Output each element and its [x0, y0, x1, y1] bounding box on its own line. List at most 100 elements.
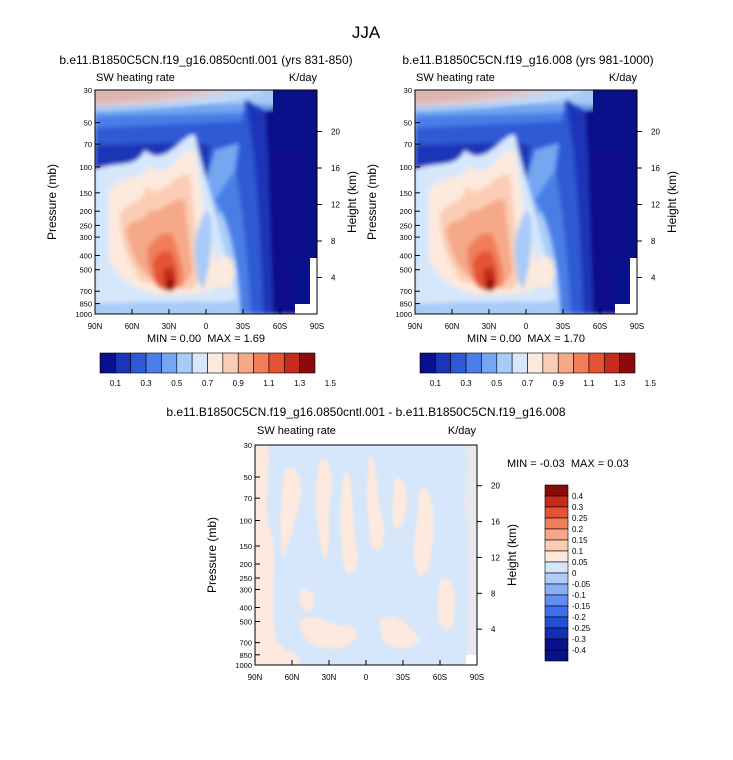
- y-tick-label: 700: [79, 287, 92, 296]
- colorbar-label: 0.5: [491, 379, 503, 388]
- colorbar-swatch: [544, 550, 569, 563]
- y2-tick-label: 4: [491, 625, 496, 634]
- panel-left-stats: MIN = 0.00 MAX = 1.69: [147, 333, 265, 345]
- y-tick-label: 50: [244, 473, 252, 482]
- panel-right-axes: 305070100150200250300400500700850100090N…: [395, 86, 660, 331]
- x-tick-label: 60N: [285, 673, 300, 682]
- panel-left-axes: 305070100150200250300400500700850100090N…: [75, 86, 340, 331]
- y-tick-label: 300: [399, 233, 412, 242]
- x-tick-label: 30S: [236, 322, 250, 331]
- y-tick-label: 50: [84, 119, 92, 128]
- y-tick-label: 100: [399, 163, 412, 172]
- x-tick-label: 0: [204, 322, 209, 331]
- x-tick-label: 90S: [630, 322, 644, 331]
- panel-left: b.e11.B1850C5CN.f19_g16.0850cntl.001 (yr…: [45, 53, 359, 388]
- panel-diff-axes: 305070100150200250300400500700850100090N…: [235, 441, 500, 682]
- y-tick-label: 700: [399, 287, 412, 296]
- colorbar-label: 0.5: [171, 379, 183, 388]
- colorbar-swatch: [603, 352, 620, 374]
- colorbar-label: -0.25: [572, 624, 591, 633]
- y-tick-label: 250: [79, 221, 92, 230]
- colorbar-swatch: [544, 649, 569, 662]
- colorbar-swatch: [130, 352, 147, 374]
- panel-diff-stats: MIN = -0.03 MAX = 0.03: [507, 458, 629, 470]
- panel-right-stats: MIN = 0.00 MAX = 1.70: [467, 333, 585, 345]
- colorbar-swatch: [511, 352, 528, 374]
- panel-diff-max: 0.03: [607, 458, 628, 470]
- panel-left-min-label: MIN =: [147, 333, 180, 345]
- panel-right-title: b.e11.B1850C5CN.f19_g16.008 (yrs 981-100…: [402, 53, 653, 67]
- colorbar-label: -0.2: [572, 613, 586, 622]
- colorbar-swatch: [145, 352, 162, 374]
- y-tick-label: 700: [239, 639, 252, 648]
- panel-diff-min-label: MIN =: [507, 458, 540, 470]
- x-tick-label: 90N: [248, 673, 263, 682]
- y-tick-label: 30: [244, 441, 252, 450]
- panel-diff-field: [255, 445, 477, 665]
- y2-tick-label: 12: [331, 200, 340, 209]
- panel-left-title: b.e11.B1850C5CN.f19_g16.0850cntl.001 (yr…: [59, 53, 352, 67]
- colorbar-swatch: [544, 517, 569, 530]
- colorbar-swatch: [253, 352, 270, 374]
- colorbar-swatch: [191, 352, 208, 374]
- colorbar-swatch: [268, 352, 285, 374]
- colorbar-label: 1.5: [645, 379, 657, 388]
- panel-right: b.e11.B1850C5CN.f19_g16.008 (yrs 981-100…: [365, 53, 679, 388]
- y2-tick-label: 16: [491, 518, 500, 527]
- colorbar-swatch: [161, 352, 178, 374]
- x-tick-label: 90N: [408, 322, 423, 331]
- colorbar-swatch: [544, 627, 569, 640]
- panel-diff-units: K/day: [448, 425, 477, 437]
- y-tick-label: 1000: [235, 661, 252, 670]
- y-tick-label: 70: [404, 140, 412, 149]
- colorbar-swatch: [544, 638, 569, 651]
- colorbar-swatch: [544, 583, 569, 596]
- panel-diff-title: b.e11.B1850C5CN.f19_g16.0850cntl.001 - b…: [166, 405, 566, 419]
- figure-title: JJA: [352, 23, 381, 42]
- colorbar-label: 0: [572, 569, 577, 578]
- panel-diff-min: -0.03: [540, 458, 565, 470]
- x-tick-label: 30N: [482, 322, 497, 331]
- colorbar-swatch: [450, 352, 467, 374]
- colorbar-swatch: [544, 495, 569, 508]
- panel-right-variable: SW heating rate: [416, 72, 495, 84]
- colorbar-swatch: [176, 352, 193, 374]
- colorbar-label: 0.9: [553, 379, 565, 388]
- colorbar-swatch: [544, 605, 569, 618]
- y-tick-label: 850: [399, 300, 412, 309]
- y2-tick-label: 16: [651, 164, 660, 173]
- x-tick-label: 90S: [470, 673, 484, 682]
- colorbar-swatch: [527, 352, 544, 374]
- colorbar-swatch: [557, 352, 574, 374]
- colorbar-swatch: [619, 352, 636, 374]
- y-tick-label: 500: [79, 266, 92, 275]
- panel-right-y2label: Height (km): [665, 171, 679, 233]
- colorbar-label: 0.9: [233, 379, 245, 388]
- x-tick-label: 60N: [125, 322, 140, 331]
- colorbar-swatch: [207, 352, 224, 374]
- y-tick-label: 850: [239, 651, 252, 660]
- y-tick-label: 400: [239, 604, 252, 613]
- y2-tick-label: 12: [651, 200, 660, 209]
- colorbar-swatch: [588, 352, 605, 374]
- y-tick-label: 30: [404, 86, 412, 95]
- colorbar-swatch: [544, 572, 569, 585]
- x-tick-label: 0: [364, 673, 369, 682]
- panel-left-field: [95, 90, 317, 314]
- y-tick-label: 300: [239, 585, 252, 594]
- panel-diff-ylabel: Pressure (mb): [205, 517, 219, 593]
- colorbar-swatch: [544, 594, 569, 607]
- colorbar-label: 0.7: [202, 379, 214, 388]
- colorbar-label: 0.25: [572, 514, 588, 523]
- y2-tick-label: 4: [651, 273, 656, 282]
- panel-left-max-label: MAX =: [201, 333, 244, 345]
- colorbar-label: 0.1: [110, 379, 122, 388]
- x-tick-label: 60S: [273, 322, 287, 331]
- y-tick-label: 200: [399, 207, 412, 216]
- colorbar-label: 0.3: [572, 503, 584, 512]
- y2-tick-label: 4: [331, 273, 336, 282]
- colorbar-swatch: [544, 561, 569, 574]
- x-tick-label: 60S: [433, 673, 447, 682]
- colorbar-label: 0.1: [572, 547, 584, 556]
